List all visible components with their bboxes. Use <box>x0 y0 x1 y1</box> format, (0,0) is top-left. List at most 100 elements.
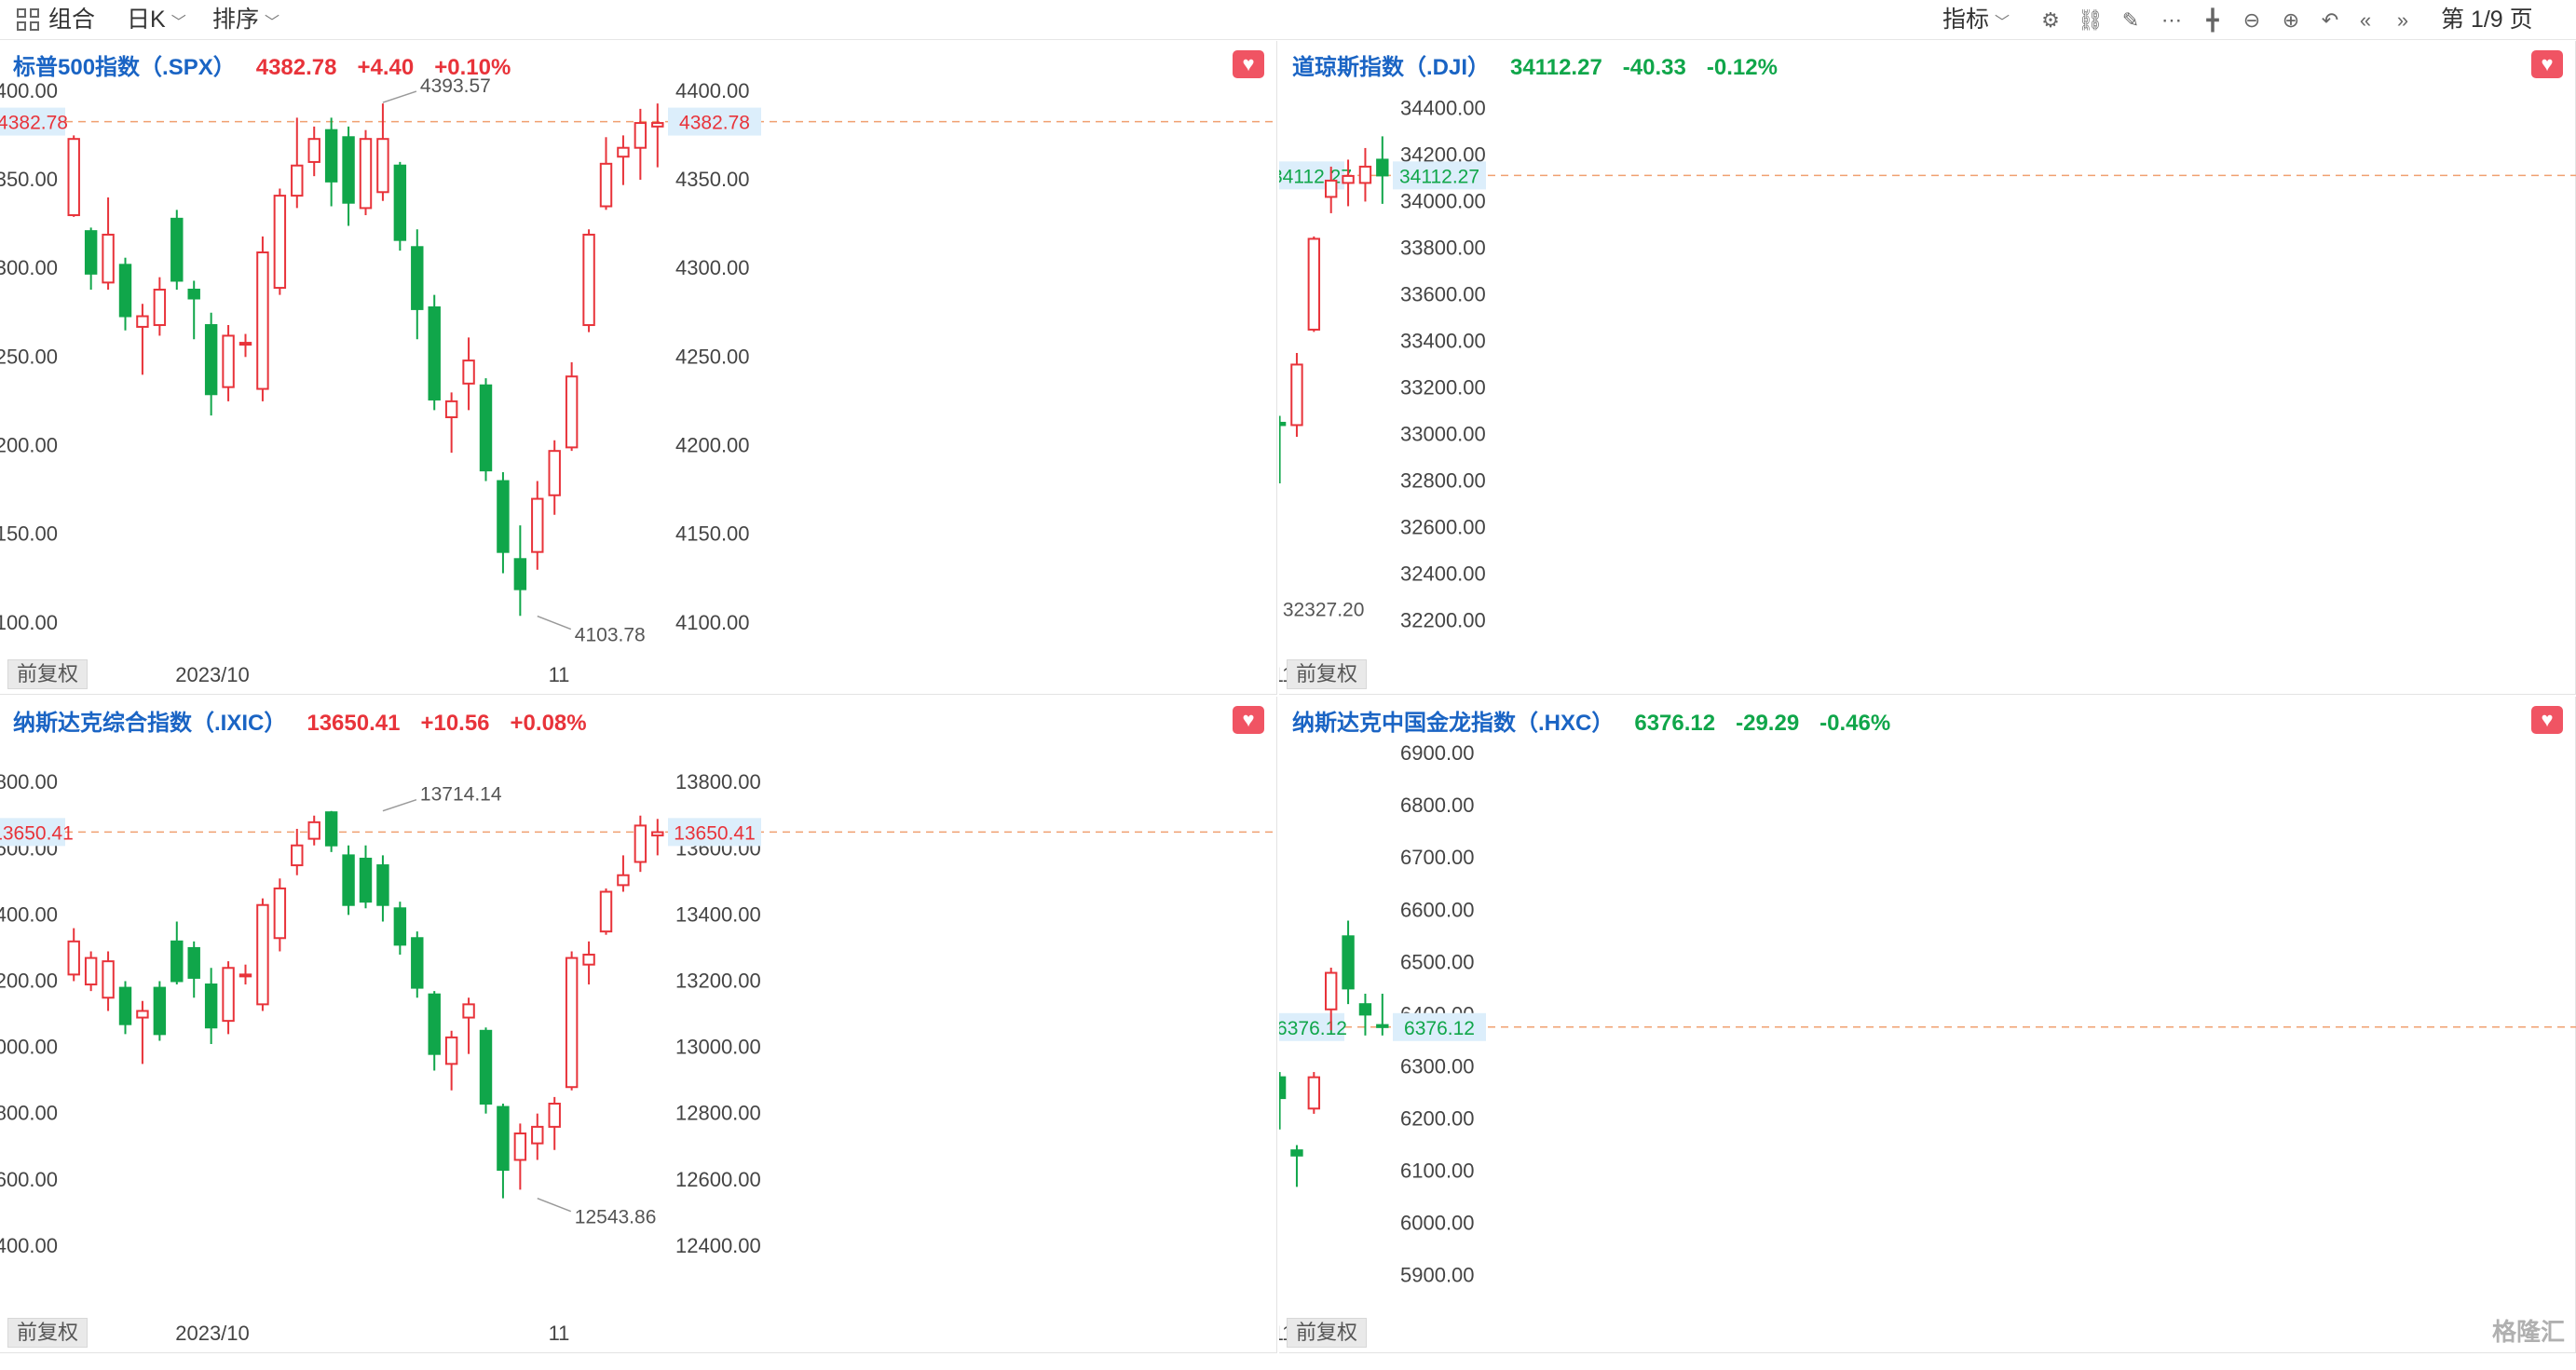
last-price-tag-right <box>1393 161 1486 190</box>
candle <box>153 981 167 1041</box>
candle <box>136 304 149 375</box>
index-price: 13650.41 <box>307 711 401 736</box>
y-tick-label-left: 12400.00 <box>0 1234 58 1257</box>
candlestick-chart[interactable]: 4400.00 4400.00 4350.00 4350.00 4300.00 4300.… <box>0 41 1277 695</box>
candle-body <box>1307 237 1321 331</box>
candle-body <box>1279 421 1287 427</box>
undo-icon[interactable]: ↶ <box>2321 8 2339 32</box>
candle <box>444 1030 458 1091</box>
candle-body <box>222 967 235 1023</box>
candle <box>1290 352 1303 437</box>
y-tick-label-right: 4350.00 <box>675 168 750 191</box>
y-tick-label-left: 4400.00 <box>0 79 58 102</box>
adjust-button[interactable]: 前复权 <box>7 659 88 689</box>
candle-body <box>324 129 338 183</box>
pen-icon[interactable]: ✎ <box>2121 8 2140 32</box>
candle-body <box>1358 165 1372 184</box>
low-label: 32327.20 <box>1283 600 1365 621</box>
favorite-heart-icon[interactable]: ♥ <box>1233 50 1264 78</box>
zoom-out-icon[interactable]: ⊖ <box>2242 8 2261 32</box>
favorite-heart-icon[interactable]: ♥ <box>2531 706 2563 734</box>
candle-body <box>582 954 595 966</box>
combo-button[interactable]: 组合 <box>17 0 95 39</box>
last-price-label-right: 4382.78 <box>679 113 750 134</box>
indicator-label: 指标 <box>1942 7 1990 33</box>
candle <box>307 815 320 846</box>
candle <box>256 898 269 1011</box>
candle-body <box>376 138 389 194</box>
dots-icon[interactable]: ⋯ <box>2161 8 2182 32</box>
adjust-button[interactable]: 前复权 <box>7 1318 88 1348</box>
candle-body <box>136 315 149 328</box>
adjust-button[interactable]: 前复权 <box>1287 1318 1367 1348</box>
high-marker-line <box>382 799 417 812</box>
candle-body <box>1376 1024 1389 1028</box>
candle-body <box>291 164 304 197</box>
settings-icon[interactable]: ⚙ <box>2041 8 2060 32</box>
y-tick-label-left: 13000.00 <box>0 1036 58 1059</box>
index-name: 纳斯达克综合指数（.IXIC） <box>13 711 287 736</box>
candle <box>118 257 132 331</box>
y-tick-label-right: 32600.00 <box>1400 515 1486 538</box>
x-tick-label: 2023/10 <box>175 663 250 686</box>
candle <box>411 931 424 998</box>
candle-body <box>204 324 218 396</box>
index-change-pct: +0.08% <box>510 711 587 736</box>
watermark-logo: 格隆汇 <box>2491 1318 2565 1346</box>
candle <box>565 362 579 452</box>
panel-frame <box>0 697 1277 1353</box>
candle <box>204 312 218 416</box>
candlestick-chart[interactable]: 13800.0013800.0013600.0013600.0013400.00… <box>0 697 1277 1353</box>
y-tick-label-left: 12600.00 <box>0 1168 58 1191</box>
adjust-button[interactable]: 前复权 <box>1287 659 1367 689</box>
panel-title: 纳斯达克综合指数（.IXIC） 13650.41 +10.56 +0.08% <box>13 704 587 737</box>
crosshair-icon[interactable]: ╋ <box>2206 8 2219 32</box>
candle <box>1307 236 1321 332</box>
candle-body <box>204 983 218 1029</box>
y-tick-label-right: 6800.00 <box>1400 794 1475 817</box>
candle-body <box>153 986 167 1036</box>
high-label: 13714.14 <box>420 784 502 806</box>
period-selector[interactable]: 日K ﹀ <box>127 0 186 39</box>
last-price-label-right: 34112.27 <box>1399 166 1479 187</box>
link-icon[interactable]: ⛓ <box>2078 8 2104 32</box>
candle-body <box>102 960 115 999</box>
y-tick-label-right: 33600.00 <box>1400 282 1486 305</box>
candle <box>599 137 613 210</box>
candle <box>102 951 115 1011</box>
candle <box>548 1096 561 1150</box>
candle <box>222 325 235 401</box>
candle <box>102 197 115 290</box>
candle-body <box>359 857 373 903</box>
zoom-in-icon[interactable]: ⊕ <box>2282 8 2300 32</box>
x-tick-label: 2023/10 <box>175 1322 250 1345</box>
y-tick-label-left: 4300.00 <box>0 256 58 279</box>
candle-body <box>1358 1003 1372 1016</box>
candle <box>84 227 98 290</box>
candlestick-chart[interactable]: 34400.0034400.0034200.0034200.0034000.00… <box>1279 41 2576 695</box>
y-tick-label-left: 13800.00 <box>0 770 58 794</box>
index-change-pct: +0.10% <box>434 55 511 80</box>
indicator-selector[interactable]: 指标 ﹀ <box>1942 0 2010 39</box>
forward-icon[interactable]: » <box>2396 8 2409 32</box>
candle <box>582 229 595 332</box>
candle-body <box>376 864 389 906</box>
sort-selector[interactable]: 排序 ﹀ <box>212 0 279 39</box>
chevron-down-icon: ﹀ <box>170 15 186 31</box>
candle <box>118 981 132 1035</box>
y-tick-label-right: 33200.00 <box>1400 375 1486 399</box>
candle-body <box>582 233 595 327</box>
back-icon[interactable]: « <box>2359 8 2372 32</box>
sort-label: 排序 <box>212 7 260 33</box>
candlestick-chart[interactable]: 6900.006900.006800.006800.006700.006700.… <box>1279 697 2576 1353</box>
favorite-heart-icon[interactable]: ♥ <box>2531 50 2563 78</box>
chart-panel-hxc: 纳斯达克中国金龙指数（.HXC） 6376.12 -29.29 -0.46% ♥ 69… <box>1279 697 2576 1353</box>
y-tick-label-right: 33800.00 <box>1400 236 1486 259</box>
candle <box>479 1027 493 1114</box>
candle <box>513 1123 527 1190</box>
favorite-heart-icon[interactable]: ♥ <box>1233 706 1264 734</box>
y-tick-label-right: 6100.00 <box>1400 1160 1475 1183</box>
candle-body <box>634 824 647 863</box>
index-name: 标普500指数（.SPX） <box>13 55 236 80</box>
candle <box>376 855 389 922</box>
